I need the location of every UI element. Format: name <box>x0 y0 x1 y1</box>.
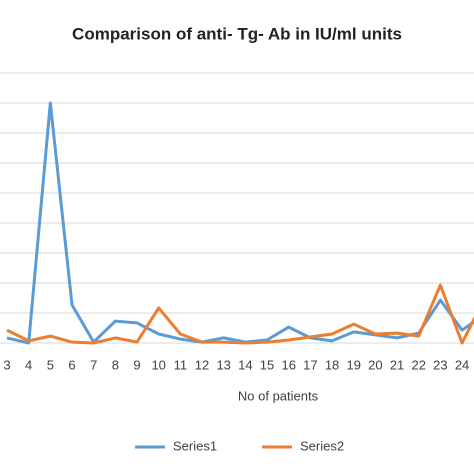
x-tick-label: 4 <box>25 357 32 372</box>
x-tick-label: 9 <box>133 357 140 372</box>
x-tick-label: 18 <box>325 357 339 372</box>
chart-title: Comparison of anti- Tg- Ab in IU/ml unit… <box>72 24 402 43</box>
x-tick-label: 13 <box>216 357 230 372</box>
x-tick-label: 15 <box>260 357 274 372</box>
x-tick-label: 11 <box>174 357 188 372</box>
x-tick-label: 5 <box>47 357 54 372</box>
x-tick-label: 6 <box>68 357 75 372</box>
x-tick-label: 22 <box>411 357 425 372</box>
x-tick-label: 14 <box>238 357 252 372</box>
x-tick-label: 7 <box>90 357 97 372</box>
legend-label: Series2 <box>300 438 344 453</box>
x-tick-label: 23 <box>433 357 447 372</box>
series-line <box>6 283 474 345</box>
x-tick-label: 12 <box>195 357 209 372</box>
x-tick-label: 19 <box>346 357 360 372</box>
x-tick-label: 10 <box>151 357 165 372</box>
x-tick-label: 24 <box>455 357 469 372</box>
x-tick-label: 17 <box>303 357 317 372</box>
x-tick-label: 3 <box>3 357 10 372</box>
x-tick-label: 21 <box>390 357 404 372</box>
x-axis-title: No of patients <box>238 388 319 403</box>
x-tick-label: 16 <box>281 357 295 372</box>
legend-label: Series1 <box>173 438 217 453</box>
x-tick-label: 20 <box>368 357 382 372</box>
x-tick-label: 8 <box>112 357 119 372</box>
